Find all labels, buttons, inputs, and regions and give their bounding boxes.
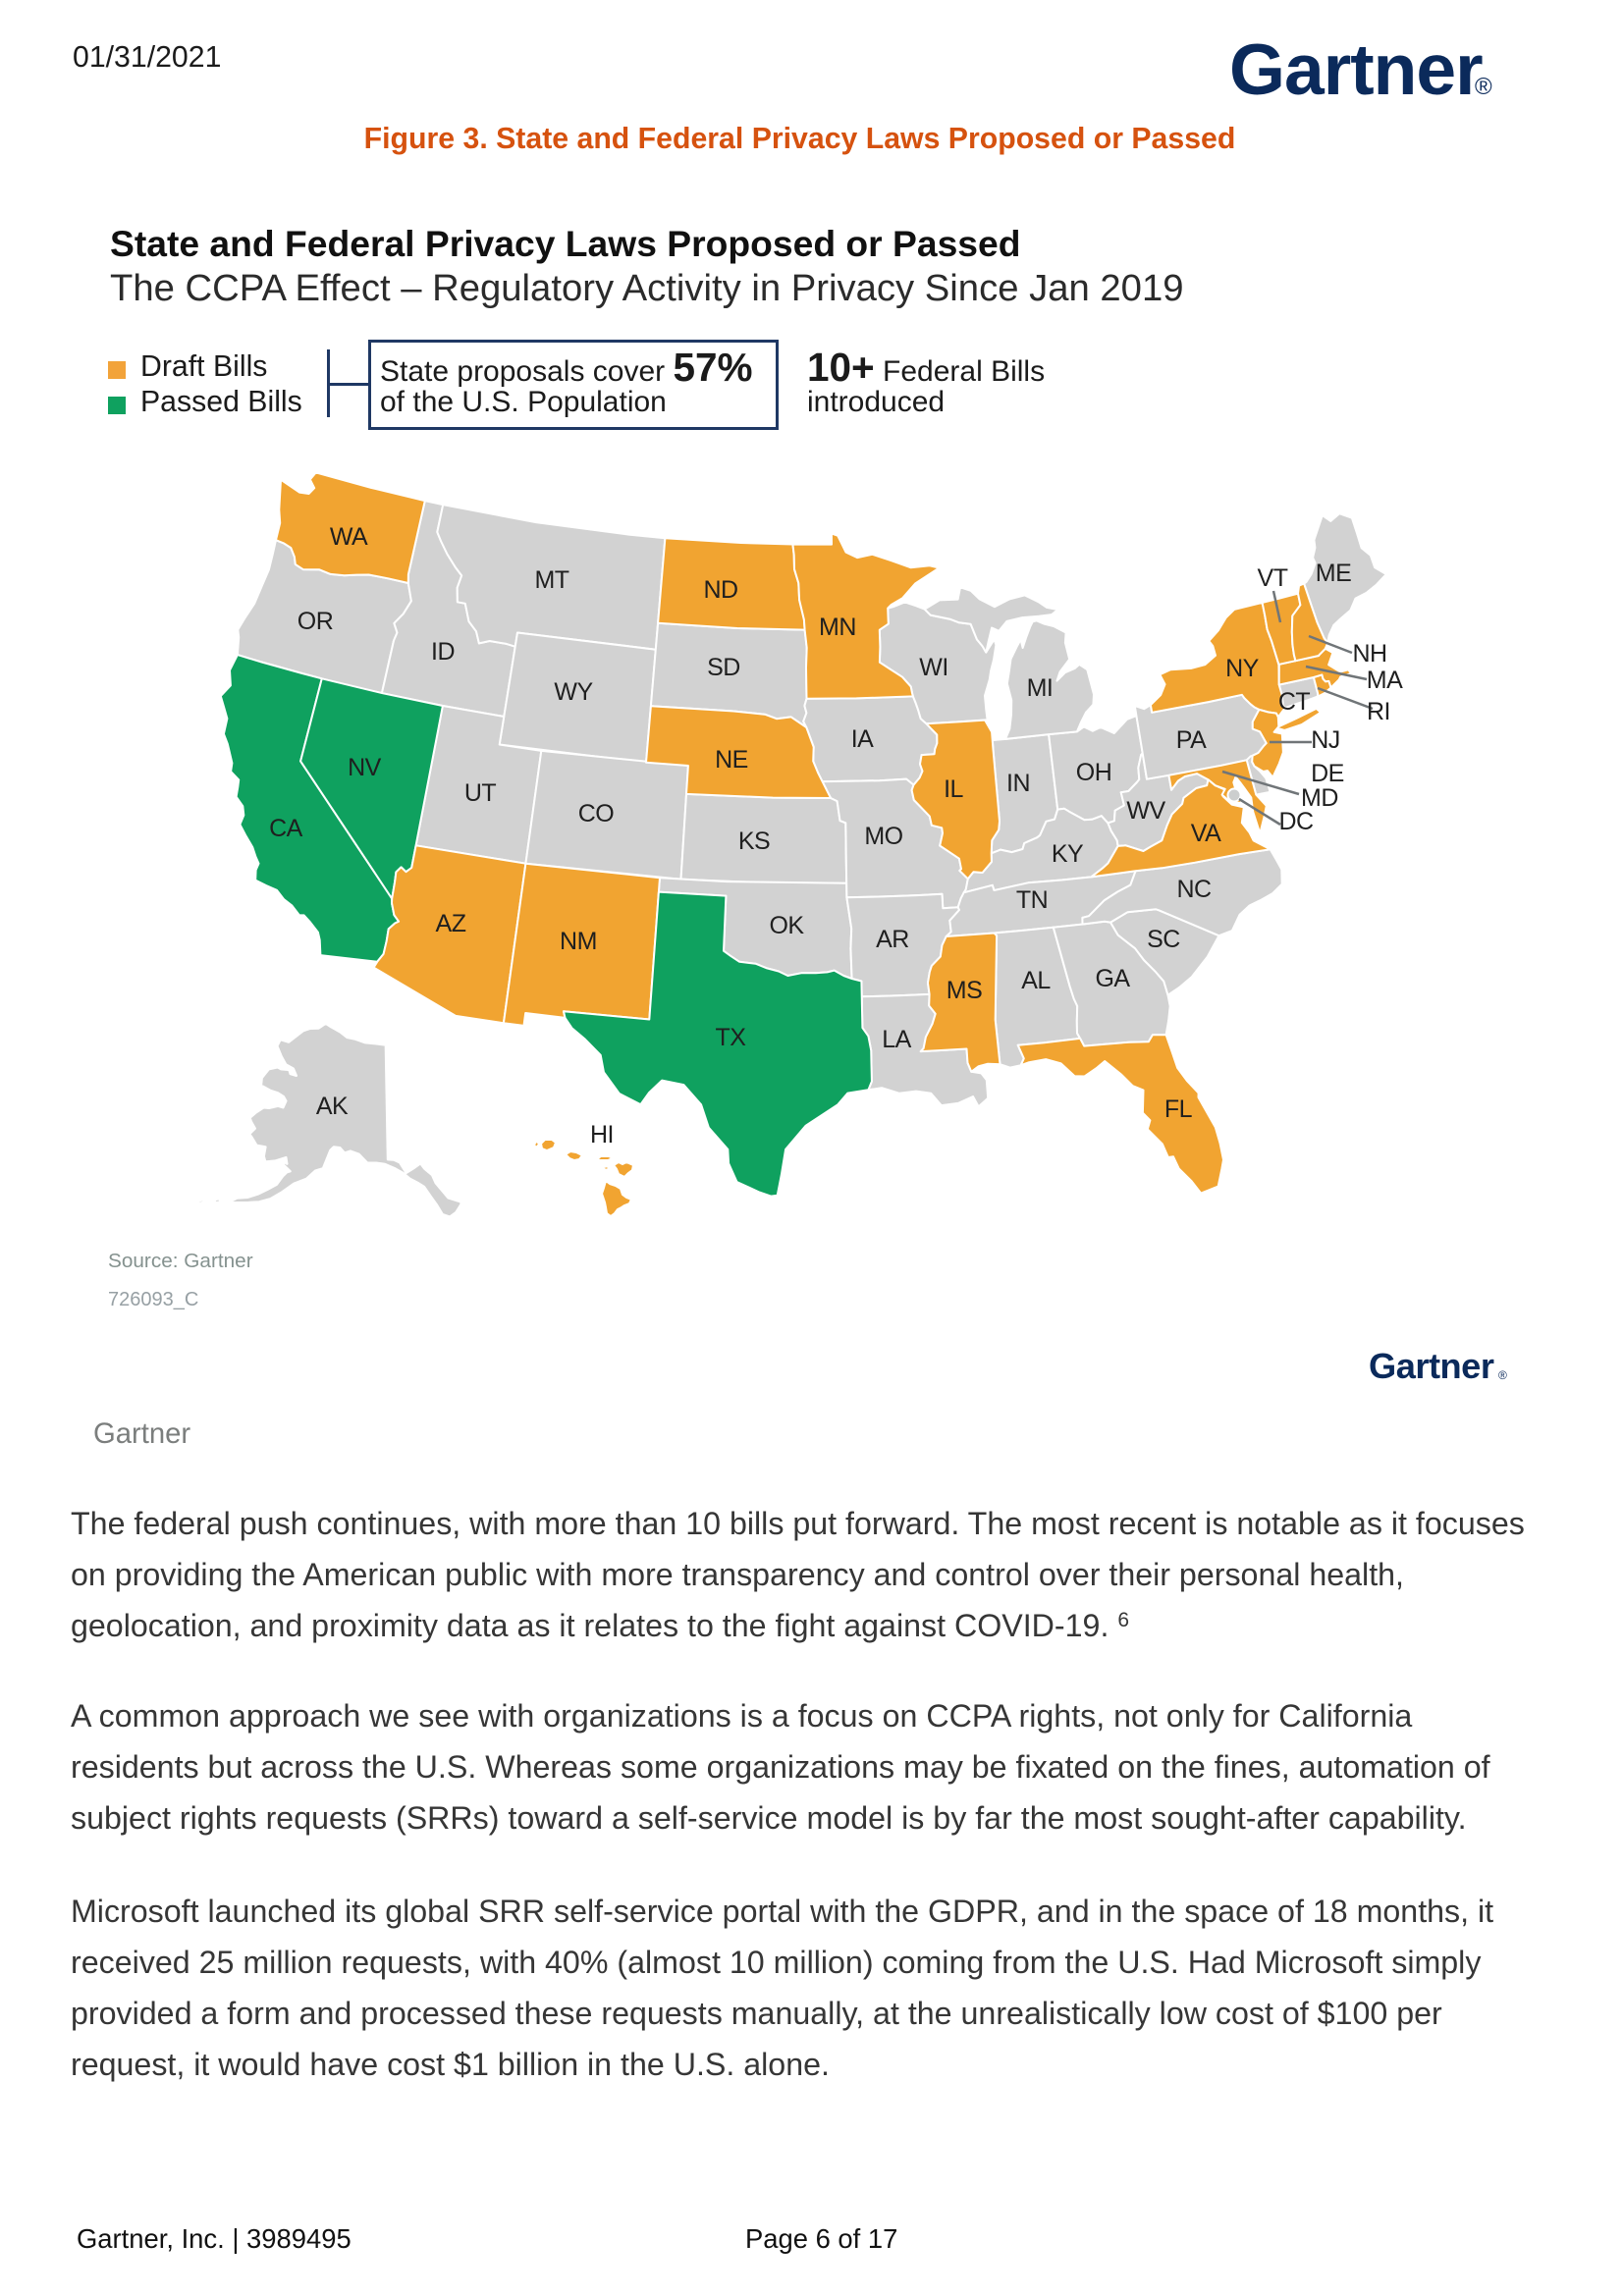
svg-text:UT: UT: [464, 779, 497, 807]
svg-text:WV: WV: [1126, 797, 1165, 825]
svg-text:MO: MO: [864, 823, 902, 850]
svg-text:WA: WA: [330, 523, 368, 551]
svg-text:SC: SC: [1147, 926, 1180, 953]
svg-text:GA: GA: [1095, 965, 1130, 992]
svg-text:MT: MT: [534, 566, 568, 594]
svg-text:ID: ID: [431, 638, 455, 666]
svg-text:OH: OH: [1076, 759, 1112, 786]
svg-text:DC: DC: [1278, 808, 1314, 835]
svg-text:VT: VT: [1258, 564, 1288, 592]
svg-text:NE: NE: [715, 746, 748, 774]
svg-text:MD: MD: [1301, 784, 1338, 812]
svg-text:TX: TX: [716, 1024, 747, 1051]
svg-text:CO: CO: [578, 800, 615, 828]
svg-text:NY: NY: [1225, 655, 1260, 682]
svg-text:MI: MI: [1027, 674, 1054, 702]
svg-text:WI: WI: [919, 654, 948, 681]
svg-text:LA: LA: [882, 1026, 911, 1053]
svg-text:CA: CA: [269, 815, 303, 842]
svg-text:PA: PA: [1176, 726, 1207, 754]
svg-text:OR: OR: [298, 608, 334, 635]
svg-text:FL: FL: [1164, 1095, 1193, 1123]
svg-text:SD: SD: [707, 654, 740, 681]
svg-text:NV: NV: [348, 754, 382, 781]
svg-text:IA: IA: [851, 725, 874, 753]
svg-text:HI: HI: [590, 1121, 614, 1148]
svg-text:AZ: AZ: [436, 910, 466, 937]
svg-text:MN: MN: [819, 614, 856, 641]
svg-text:NC: NC: [1176, 876, 1212, 903]
svg-text:KY: KY: [1052, 840, 1084, 868]
svg-text:MS: MS: [947, 977, 983, 1004]
svg-text:WY: WY: [554, 678, 593, 706]
svg-text:OK: OK: [769, 912, 804, 939]
svg-text:AL: AL: [1021, 967, 1051, 994]
svg-text:NJ: NJ: [1311, 726, 1340, 754]
svg-text:RI: RI: [1367, 698, 1390, 725]
svg-text:NH: NH: [1352, 640, 1386, 667]
svg-text:IL: IL: [944, 775, 963, 803]
svg-text:KS: KS: [738, 828, 770, 855]
svg-text:AR: AR: [876, 926, 909, 953]
svg-text:VA: VA: [1191, 820, 1221, 847]
svg-text:CT: CT: [1278, 688, 1311, 716]
svg-text:NM: NM: [560, 928, 597, 955]
svg-text:ND: ND: [703, 576, 737, 604]
svg-text:DE: DE: [1311, 760, 1344, 787]
svg-text:AK: AK: [316, 1093, 349, 1120]
svg-text:IN: IN: [1006, 770, 1030, 797]
svg-text:MA: MA: [1367, 667, 1403, 694]
svg-text:ME: ME: [1316, 560, 1352, 587]
svg-text:TN: TN: [1016, 886, 1048, 914]
